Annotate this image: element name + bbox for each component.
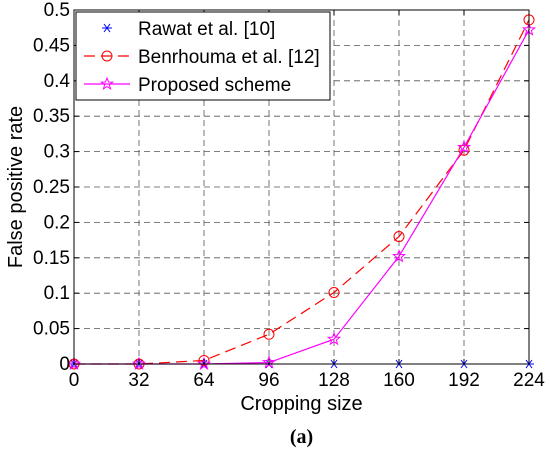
data-point <box>458 144 470 156</box>
data-point <box>131 356 147 371</box>
x-axis-label: Cropping size <box>240 393 362 415</box>
data-point <box>391 248 407 263</box>
grid-lines <box>74 10 529 364</box>
legend-entry: Rawat et al. [10] <box>102 19 275 40</box>
x-tick-label: 128 <box>318 370 350 391</box>
data-point <box>66 356 82 371</box>
data-point <box>326 331 342 346</box>
y-tick-label: 0.5 <box>44 0 70 21</box>
legend: Rawat et al. [10] Benrhouma et al. [12] Pr… <box>75 11 331 101</box>
data-point <box>196 356 212 371</box>
x-tick-label: 160 <box>383 370 415 391</box>
axis-ticks: 0 32 64 96 128 160 192 224 0 0.05 0.1 0.15 0.2 0.25 0.… <box>33 0 545 391</box>
x-tick-label: 96 <box>258 370 279 391</box>
y-tick-label: 0.45 <box>33 35 70 56</box>
y-tick-label: 0.4 <box>44 71 71 92</box>
data-point <box>198 354 210 366</box>
data-point <box>263 328 275 340</box>
y-tick-label: 0.35 <box>33 106 70 127</box>
legend-marker <box>99 76 115 91</box>
y-axis-label: False positive rate <box>5 106 27 268</box>
legend-marker <box>102 23 112 33</box>
x-tick-label: 64 <box>193 370 215 391</box>
x-tick-label: 0 <box>69 370 80 391</box>
x-tick-label: 224 <box>513 370 545 391</box>
legend-entry: Proposed scheme <box>84 75 291 96</box>
y-tick-label: 0.3 <box>44 142 70 163</box>
data-point <box>328 286 340 298</box>
x-tick-label: 192 <box>448 370 480 391</box>
legend-label: Rawat et al. [10] <box>138 19 275 40</box>
y-tick-label: 0.2 <box>44 212 70 233</box>
data-point <box>261 355 277 369</box>
figure-caption: (a) <box>290 426 313 448</box>
y-tick-label: 0 <box>59 354 70 375</box>
y-tick-label: 0.05 <box>33 319 70 340</box>
legend-label: Benrhouma et al. [12] <box>138 47 320 68</box>
legend-marker <box>101 50 113 62</box>
x-tick-label: 32 <box>128 370 149 391</box>
data-point <box>393 231 405 243</box>
data-point <box>456 139 472 154</box>
y-tick-label: 0.25 <box>33 177 70 198</box>
legend-label: Proposed scheme <box>138 75 291 96</box>
legend-entry: Benrhouma et al. [12] <box>84 47 320 68</box>
y-tick-label: 0.15 <box>33 248 70 269</box>
y-tick-label: 0.1 <box>44 283 70 304</box>
